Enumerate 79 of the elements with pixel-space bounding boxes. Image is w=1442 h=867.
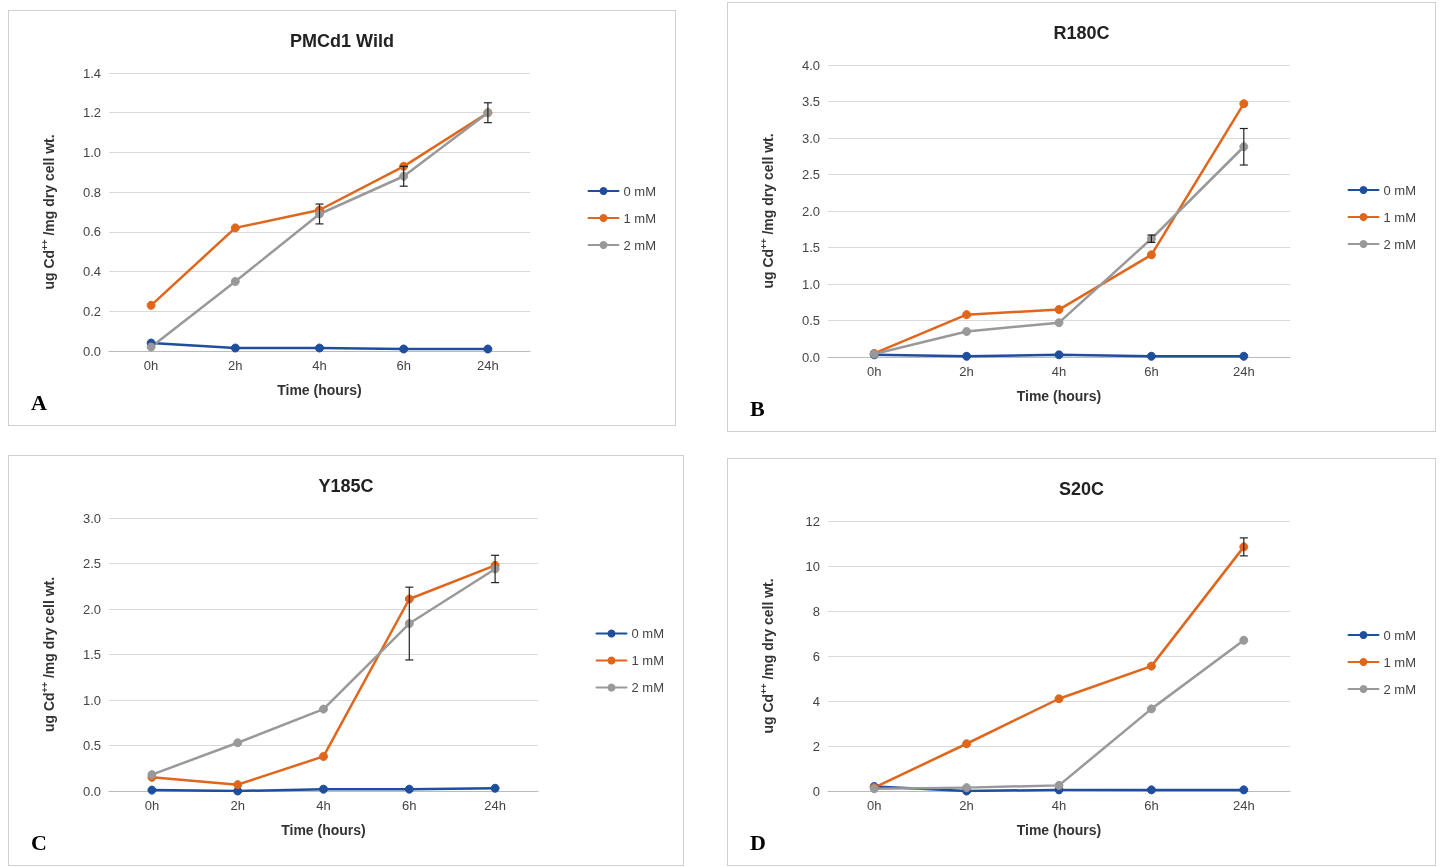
y-axis-title: ug Cd++ /mg dry cell wt. (758, 578, 776, 734)
x-tick-label: 6h (1144, 798, 1159, 813)
y-tick-label: 0.6 (82, 224, 101, 240)
y-tick-label: 1.0 (801, 276, 820, 292)
y-axis-title: ug Cd++ /mg dry cell wt. (39, 576, 57, 733)
y-tick-label: 2.0 (82, 601, 101, 617)
y-tick-label: 12 (805, 513, 820, 529)
legend-label: 0 mM (631, 626, 664, 641)
legend-label: 0 mM (1383, 627, 1416, 643)
y-tick-label: 2.5 (82, 556, 101, 571)
legend-label: 2 mM (631, 680, 664, 695)
text: C (31, 829, 47, 855)
y-tick-label: 3.0 (801, 130, 820, 146)
x-tick-label: 2h (959, 798, 974, 813)
legend-label: 1 mM (623, 210, 656, 226)
y-tick-label: 1.0 (82, 144, 101, 160)
y-tick-label: 1.0 (82, 692, 101, 708)
text: B (750, 395, 765, 421)
x-tick-label: 24h (484, 798, 506, 813)
y-tick-label: 3.0 (82, 510, 101, 526)
x-tick-label: 2h (959, 364, 974, 379)
y-tick-label: 0.0 (801, 349, 820, 365)
legend-label: 1 mM (1383, 654, 1416, 670)
x-axis-title: Time (hours) (281, 822, 366, 838)
x-tick-label: 4h (1051, 798, 1067, 813)
x-tick-label: 4h (312, 358, 327, 373)
y-axis-title: ug Cd++ /mg dry cell wt. (39, 134, 57, 290)
x-tick-label: 0h (143, 358, 159, 373)
x-tick-label: 24h (1232, 364, 1255, 379)
y-tick-label: 2 (812, 738, 820, 754)
y-tick-label: 4 (812, 693, 820, 709)
x-axis-title: Time (hours) (277, 382, 362, 398)
y-tick-label: 2.5 (801, 167, 820, 182)
y-tick-label: 0.4 (82, 264, 101, 280)
legend-label: 0 mM (1383, 182, 1416, 198)
y-tick-label: 1.2 (82, 105, 101, 121)
legend-label: 1 mM (1383, 209, 1416, 225)
x-tick-label: 0h (866, 364, 882, 379)
y-tick-label: 10 (805, 558, 820, 574)
legend-label: 0 mM (623, 183, 656, 199)
text: A (31, 389, 47, 415)
chart-title: R180C (1053, 23, 1110, 43)
y-tick-label: 2.0 (801, 203, 820, 219)
x-tick-label: 6h (396, 358, 411, 373)
y-tick-label: 0.5 (82, 738, 101, 753)
legend-label: 2 mM (1383, 236, 1416, 252)
chart-title: PMCd1 Wild (290, 31, 394, 51)
y-tick-label: 0.8 (82, 184, 101, 200)
x-tick-label: 4h (316, 798, 331, 813)
x-axis-title: Time (hours) (1016, 822, 1102, 838)
y-tick-label: 0.0 (82, 783, 101, 799)
x-tick-label: 6h (1144, 364, 1159, 379)
y-tick-label: 1.5 (801, 240, 820, 255)
y-axis-title: ug Cd++ /mg dry cell wt. (758, 133, 776, 289)
text: D (750, 829, 766, 855)
y-tick-label: 3.5 (801, 94, 820, 109)
y-tick-label: 1.5 (82, 647, 101, 662)
x-tick-label: 24h (477, 358, 499, 373)
x-axis-title: Time (hours) (1016, 388, 1102, 404)
x-tick-label: 24h (1232, 798, 1255, 813)
legend-label: 1 mM (631, 653, 664, 668)
x-tick-label: 6h (402, 798, 417, 813)
y-tick-label: 0.5 (801, 313, 820, 328)
y-tick-label: 0.0 (82, 343, 101, 359)
x-tick-label: 2h (228, 358, 243, 373)
chart-title: Y185C (318, 476, 374, 496)
legend-label: 2 mM (623, 237, 656, 253)
y-tick-label: 1.4 (82, 65, 101, 81)
y-tick-label: 0 (812, 783, 820, 799)
chart-title: S20C (1058, 479, 1105, 499)
legend-label: 2 mM (1383, 681, 1416, 697)
x-tick-label: 0h (866, 798, 882, 813)
x-tick-label: 0h (144, 798, 160, 813)
x-tick-label: 2h (230, 798, 245, 813)
y-tick-label: 6 (812, 648, 820, 664)
x-tick-label: 4h (1051, 364, 1067, 379)
y-tick-label: 0.2 (82, 303, 101, 319)
y-tick-label: 8 (812, 603, 820, 619)
y-tick-label: 4.0 (801, 57, 820, 73)
